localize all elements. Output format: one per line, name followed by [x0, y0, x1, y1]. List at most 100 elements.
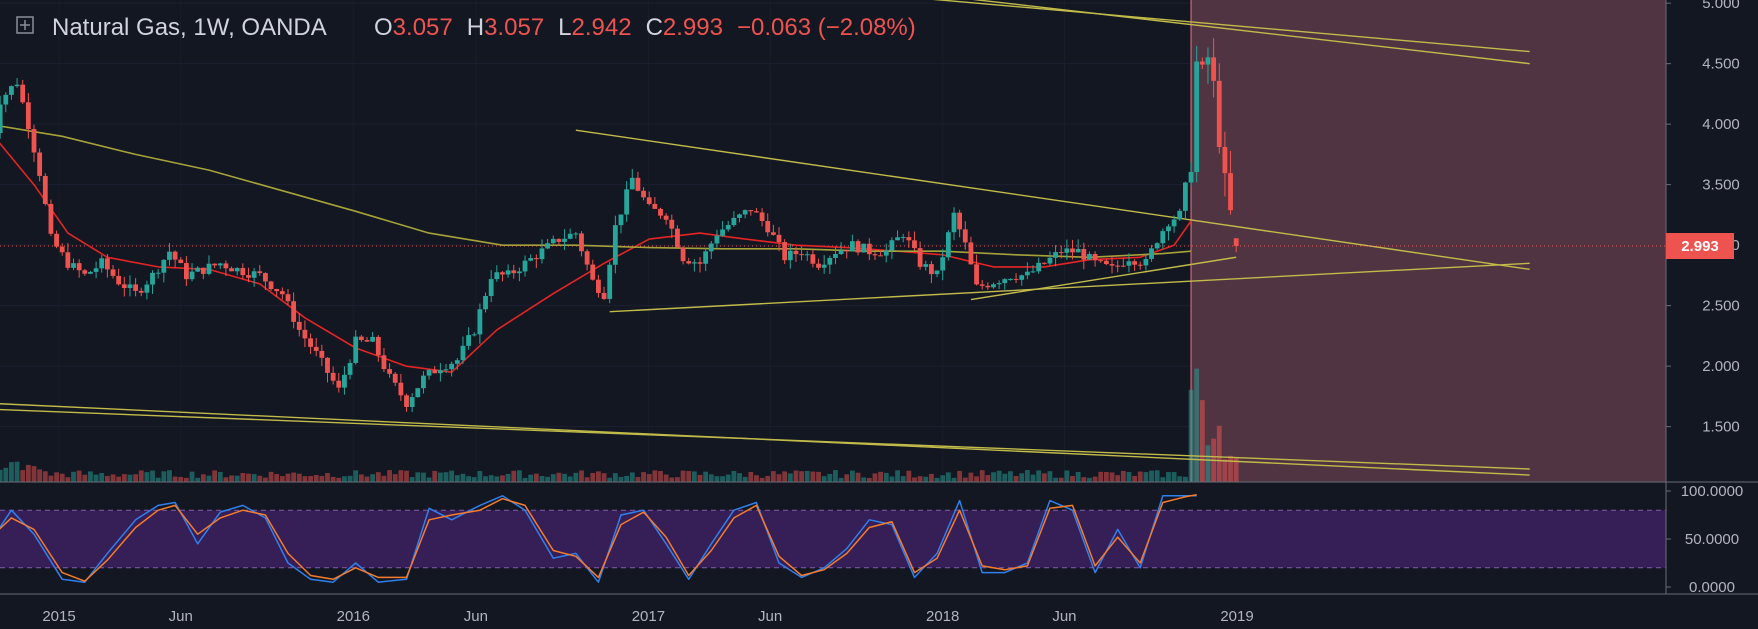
candle[interactable] [421, 371, 426, 394]
candle[interactable] [409, 393, 415, 412]
candle[interactable] [1081, 242, 1087, 270]
candle[interactable] [234, 267, 240, 276]
candle[interactable] [1058, 245, 1064, 259]
candle[interactable] [1087, 251, 1092, 261]
candle[interactable] [861, 243, 867, 253]
candle[interactable] [325, 357, 330, 383]
candle[interactable] [528, 254, 534, 262]
candle[interactable] [460, 336, 466, 364]
candle[interactable] [358, 334, 364, 342]
candle[interactable] [212, 263, 218, 269]
candle[interactable] [20, 79, 26, 105]
candle[interactable] [945, 230, 951, 261]
candle[interactable] [116, 268, 122, 286]
candle[interactable] [302, 320, 308, 348]
candle[interactable] [1098, 259, 1104, 263]
candle[interactable] [1188, 161, 1194, 186]
candle[interactable] [934, 270, 940, 278]
candle[interactable] [330, 366, 336, 385]
candle[interactable] [618, 214, 624, 234]
candle[interactable] [353, 330, 359, 365]
candle[interactable] [1047, 251, 1053, 266]
candle[interactable] [1132, 259, 1138, 271]
candle[interactable] [731, 211, 737, 227]
candle[interactable] [426, 368, 432, 380]
candle[interactable] [680, 246, 686, 265]
candle[interactable] [737, 213, 742, 223]
candle[interactable] [42, 173, 48, 206]
candle[interactable] [1092, 251, 1098, 267]
candle[interactable] [556, 238, 562, 246]
candle[interactable] [878, 250, 884, 257]
trendline[interactable] [970, 256, 1237, 301]
candle[interactable] [816, 258, 821, 271]
candle[interactable] [415, 387, 421, 398]
candle[interactable] [855, 239, 861, 256]
candle[interactable] [1070, 239, 1075, 260]
candle[interactable] [923, 260, 929, 271]
candle[interactable] [579, 231, 584, 257]
candle[interactable] [342, 366, 347, 395]
candle[interactable] [1008, 278, 1013, 281]
candle[interactable] [110, 265, 116, 279]
candle[interactable] [748, 210, 754, 216]
candle[interactable] [14, 78, 20, 88]
candle[interactable] [1103, 259, 1109, 266]
candle[interactable] [889, 237, 895, 260]
candle[interactable] [1064, 239, 1070, 260]
candle[interactable] [539, 239, 545, 264]
candle[interactable] [912, 231, 917, 251]
candle[interactable] [940, 249, 946, 281]
candle[interactable] [765, 213, 771, 237]
candle[interactable] [1211, 38, 1217, 98]
candle[interactable] [483, 292, 488, 313]
candle[interactable] [799, 246, 804, 261]
candle[interactable] [612, 215, 618, 274]
trendline[interactable] [0, 402, 1530, 476]
trendlines[interactable] [0, 0, 1666, 476]
candle[interactable] [155, 269, 161, 279]
candle[interactable] [849, 234, 855, 252]
candle[interactable] [285, 289, 291, 306]
candle[interactable] [866, 238, 872, 261]
candle[interactable] [387, 363, 392, 378]
candle[interactable] [178, 257, 184, 264]
candle[interactable] [189, 263, 195, 282]
candle[interactable] [917, 241, 923, 270]
candle[interactable] [240, 263, 246, 280]
candle[interactable] [1171, 215, 1177, 233]
candle[interactable] [263, 272, 268, 291]
candle[interactable] [88, 271, 93, 275]
candle[interactable] [590, 259, 596, 281]
candle[interactable] [449, 361, 455, 377]
candle[interactable] [895, 230, 900, 241]
candle[interactable] [274, 288, 280, 298]
candle[interactable] [404, 393, 409, 412]
candle[interactable] [93, 261, 99, 279]
candle[interactable] [76, 259, 82, 278]
candle[interactable] [652, 197, 658, 210]
candle[interactable] [3, 92, 9, 113]
candle[interactable] [929, 261, 934, 284]
candle[interactable] [183, 256, 189, 287]
candle[interactable] [25, 93, 31, 139]
candle[interactable] [364, 336, 370, 342]
candle[interactable] [172, 250, 178, 268]
candle[interactable] [968, 236, 974, 265]
candle[interactable] [1222, 131, 1228, 197]
trendline[interactable] [796, 0, 1530, 65]
candle[interactable] [1053, 245, 1058, 267]
candle[interactable] [82, 268, 88, 276]
candle[interactable] [596, 274, 601, 298]
candle[interactable] [466, 327, 471, 350]
candle[interactable] [872, 251, 878, 260]
candle[interactable] [827, 255, 833, 274]
candle[interactable] [432, 366, 438, 374]
candle[interactable] [697, 257, 703, 273]
candle[interactable] [714, 229, 720, 248]
candle[interactable] [1233, 238, 1239, 253]
candle[interactable] [500, 270, 505, 282]
candle[interactable] [635, 171, 641, 192]
candle[interactable] [562, 229, 567, 250]
candle[interactable] [1154, 242, 1160, 251]
